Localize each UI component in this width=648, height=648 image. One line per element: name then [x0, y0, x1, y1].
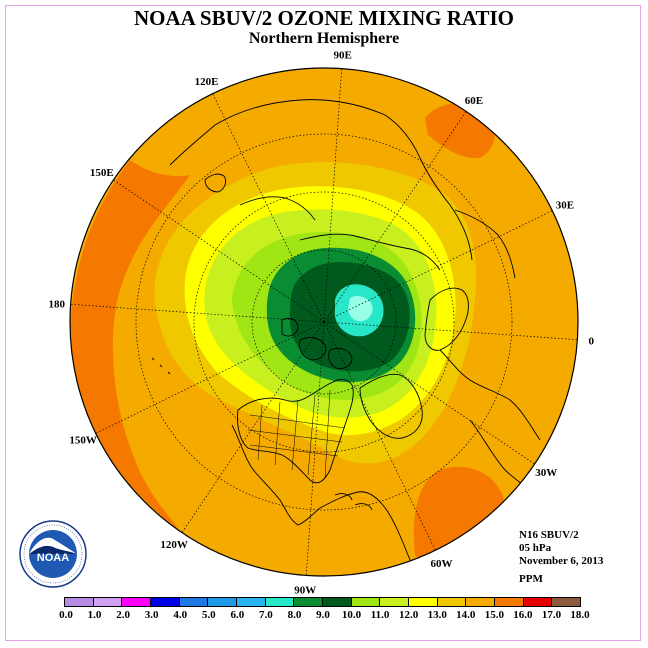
legend-swatch [151, 598, 180, 606]
legend-tick-label: 13.0 [427, 609, 447, 621]
date-label: November 6, 2013 [519, 555, 604, 567]
legend-tick-label: 11.0 [370, 609, 390, 621]
legend-swatch [237, 598, 266, 606]
color-legend [64, 597, 581, 607]
meridian-line [113, 179, 325, 323]
meridian-line [181, 321, 325, 533]
field-15-16-south [413, 466, 505, 567]
legend-swatch [523, 598, 553, 606]
legend-swatch [437, 598, 467, 606]
legend-swatch [208, 598, 238, 606]
legend-swatch [122, 598, 152, 606]
longitude-label: 60E [465, 95, 483, 107]
map-boundary [69, 67, 579, 577]
legend-swatch [65, 598, 94, 606]
legend-tick-label: 2.0 [116, 609, 130, 621]
meridian-line [323, 210, 553, 323]
legend-tick-label: 18.0 [570, 609, 590, 621]
noaa-logo-text: NOAA [37, 552, 69, 564]
legend-tick-label: 14.0 [456, 609, 476, 621]
legend-tick-label: 8.0 [287, 609, 302, 621]
legend-swatch [495, 598, 524, 606]
legend-tick-label: 9.0 [316, 609, 330, 621]
pressure-level-label: 05 hPa [519, 542, 552, 554]
legend-swatch [409, 598, 438, 606]
legend-tick-label: 3.0 [144, 609, 159, 621]
longitude-label: 150W [69, 435, 97, 447]
meridian-line [323, 321, 436, 551]
latitude-circles [135, 133, 513, 511]
legend-tick-label: 4.0 [173, 609, 188, 621]
legend-tick-label: 1.0 [87, 609, 102, 621]
longitude-label: 0 [589, 336, 595, 348]
page-title: NOAA SBUV/2 OZONE MIXING RATIO [134, 6, 514, 30]
longitude-label: 60W [431, 558, 453, 570]
legend-swatch [265, 598, 295, 606]
legend-tick-label: 0.0 [59, 609, 73, 621]
meridian-line [95, 321, 325, 434]
longitude-label: 90E [334, 50, 352, 62]
coastlines [151, 99, 546, 576]
longitude-label: 90W [294, 584, 316, 596]
legend-tick-label: 10.0 [341, 609, 362, 621]
longitude-label: 120E [195, 76, 219, 88]
meridians [70, 68, 578, 576]
meridian-line [323, 321, 535, 465]
page-subtitle: Northern Hemisphere [248, 30, 400, 47]
legend-swatch [294, 598, 324, 606]
longitude-label: 120W [160, 539, 188, 551]
legend-swatch [380, 598, 410, 606]
legend-swatch [351, 598, 381, 606]
legend-tick-label: 7.0 [259, 609, 273, 621]
meridian-line [323, 111, 467, 323]
legend-tick-label: 6.0 [230, 609, 245, 621]
longitude-label: 180 [48, 298, 65, 310]
meridian-line [305, 321, 325, 576]
longitude-labels: 90E 60E 30E 0 30W 60W 90W 120W 150W 180 150E 120E [48, 50, 594, 597]
meridian-line [70, 303, 325, 323]
longitude-label: 150E [90, 167, 114, 179]
plot-frame [5, 5, 641, 641]
us-state-boundaries [247, 389, 346, 479]
longitude-label: 30E [556, 200, 574, 212]
field-6-7 [348, 295, 373, 322]
legend-tick-label: 17.0 [541, 609, 562, 621]
legend-swatch [179, 598, 209, 606]
noaa-logo: NOAA [18, 519, 88, 594]
legend-swatch [552, 598, 581, 606]
legend-tick-label: 15.0 [484, 609, 504, 621]
color-legend-ticks: 0.0 1.0 2.0 3.0 4.0 5.0 6.0 7.0 8.0 9.0 10.0 11.0 12… [0, 609, 648, 623]
field-15-16-west [70, 160, 190, 530]
legend-tick-label: 5.0 [201, 609, 216, 621]
meridian-line [323, 321, 578, 341]
longitude-label: 30W [535, 467, 557, 479]
legend-tick-label: 16.0 [513, 609, 533, 621]
info-panel: N16 SBUV/2 05 hPa November 6, 2013 [519, 529, 603, 568]
units-label: PPM [519, 573, 543, 585]
legend-swatch [466, 598, 496, 606]
meridian-line [323, 68, 343, 323]
legend-swatch [93, 598, 123, 606]
meridian-line [212, 93, 325, 323]
legend-tick-label: 12.0 [399, 609, 419, 621]
instrument-label: N16 SBUV/2 [519, 529, 579, 541]
legend-swatch [323, 598, 352, 606]
